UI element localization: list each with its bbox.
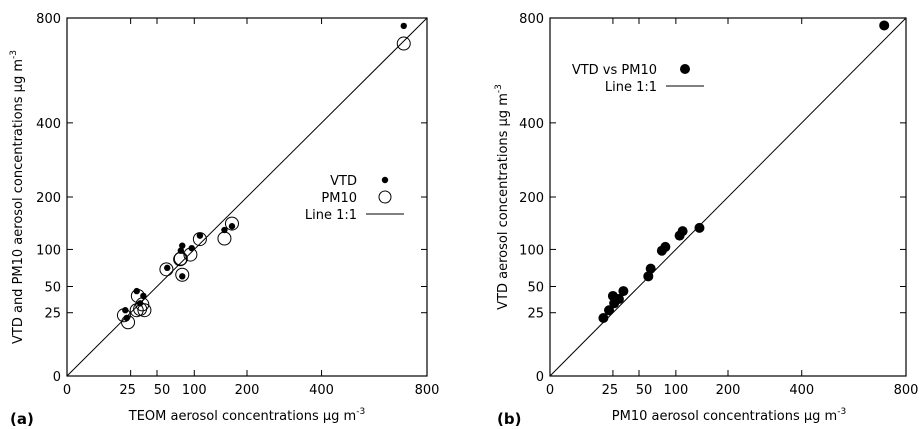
chart-b-ytick-label: 100 bbox=[519, 243, 544, 258]
chart-b-panel-label: (b) bbox=[497, 410, 521, 428]
chart-b-point-vtd-vs-pm10 bbox=[879, 20, 890, 31]
chart-b-point-vtd-vs-pm10 bbox=[645, 263, 656, 274]
chart-b-xtick-label: 400 bbox=[789, 383, 814, 398]
chart-a-point-pm10 bbox=[173, 251, 188, 266]
chart-b-point-vtd-vs-pm10 bbox=[598, 312, 609, 323]
chart-b-point-vtd-vs-pm10 bbox=[677, 226, 688, 237]
chart-b-xtick-label: 25 bbox=[602, 383, 619, 398]
chart-a-legend: VTD PM10 Line 1:1 bbox=[305, 174, 404, 223]
chart-b-point-vtd-vs-pm10 bbox=[604, 305, 615, 316]
legend-a-pm10-label: PM10 bbox=[321, 191, 357, 206]
chart-a-xtick-label: 50 bbox=[154, 383, 171, 398]
chart-a-point-pm10 bbox=[183, 247, 198, 262]
chart-a-ytick-label: 50 bbox=[44, 281, 61, 296]
chart-b-ytick-label: 0 bbox=[536, 370, 544, 385]
chart-a-point-pm10 bbox=[224, 216, 239, 231]
chart-a-point-vtd bbox=[228, 223, 236, 230]
chart-b-xtick-label: 0 bbox=[546, 383, 554, 398]
chart-a-point-vtd bbox=[400, 22, 407, 30]
chart-a-xtick-label: 100 bbox=[182, 383, 207, 398]
legend-a-line-label: Line 1:1 bbox=[305, 208, 357, 223]
chart-a-point-pm10 bbox=[121, 315, 136, 330]
chart-b-xtick-label: 800 bbox=[894, 383, 919, 398]
chart-a-ytick-label: 100 bbox=[36, 243, 61, 258]
chart-b: 0 25 50 100 200 400 800 0 25 50 100 200 400 800 PM10 … bbox=[494, 12, 918, 428]
legend-a-vtd-label: VTD bbox=[330, 174, 357, 189]
chart-a-point-pm10 bbox=[137, 303, 152, 318]
chart-b-xtick-label: 200 bbox=[716, 383, 741, 398]
chart-a-point-vtd bbox=[179, 242, 186, 249]
chart-b-ytick-label: 200 bbox=[519, 191, 544, 206]
chart-a-point-pm10 bbox=[175, 267, 190, 282]
chart-b-point-vtd-vs-pm10 bbox=[660, 241, 671, 252]
chart-a-point-pm10 bbox=[135, 297, 150, 312]
chart-b-series-line-1-1 bbox=[549, 17, 907, 377]
chart-b-ytick-label: 400 bbox=[519, 117, 544, 132]
chart-a-ylabel: VTD and PM10 aerosol concentrations µg m… bbox=[9, 50, 26, 344]
chart-a-series-line-1-1 bbox=[66, 17, 428, 377]
chart-b-ytick-label: 50 bbox=[527, 281, 544, 296]
chart-a-xtick-label: 400 bbox=[309, 383, 334, 398]
chart-a: 0 25 50 100 200 400 800 0 25 50 100 200 400 800 TEOM … bbox=[9, 12, 439, 428]
chart-b-point-vtd-vs-pm10 bbox=[643, 271, 654, 282]
chart-b-point-vtd-vs-pm10 bbox=[613, 294, 624, 305]
chart-a-point-pm10 bbox=[396, 36, 411, 51]
legend-b-vtd-marker bbox=[680, 64, 690, 74]
chart-a-xtick-label: 800 bbox=[415, 383, 440, 398]
chart-a-ticks: 0 25 50 100 200 400 800 0 25 50 100 200 400 800 bbox=[36, 12, 439, 398]
chart-b-ytick-label: 25 bbox=[527, 307, 544, 322]
chart-a-ytick-label: 800 bbox=[36, 12, 61, 27]
chart-b-ylabel: VTD aerosol concentrations µg m-3 bbox=[494, 84, 511, 310]
chart-a-point-vtd bbox=[221, 226, 228, 234]
chart-a-ytick-label: 0 bbox=[53, 370, 61, 385]
chart-b-ytick-label: 800 bbox=[519, 12, 544, 27]
chart-a-marks bbox=[66, 17, 428, 377]
chart-a-point-pm10 bbox=[159, 262, 174, 277]
chart-a-xtick-label: 25 bbox=[119, 383, 136, 398]
chart-a-point-vtd bbox=[196, 232, 204, 239]
chart-a-xtick-label: 200 bbox=[235, 383, 260, 398]
legend-a-vtd-marker bbox=[381, 176, 389, 184]
chart-b-legend: VTD vs PM10 Line 1:1 bbox=[572, 63, 704, 95]
chart-a-point-vtd bbox=[164, 264, 171, 272]
legend-a-pm10-marker bbox=[378, 190, 392, 204]
legend-b-vtd-label: VTD vs PM10 bbox=[572, 63, 657, 78]
chart-a-ytick-label: 25 bbox=[44, 307, 61, 322]
chart-a-point-pm10 bbox=[116, 308, 131, 323]
chart-b-xlabel: PM10 aerosol concentrations µg m-3 bbox=[612, 407, 846, 424]
chart-b-point-vtd-vs-pm10 bbox=[694, 222, 705, 233]
chart-b-marks bbox=[549, 17, 907, 377]
chart-a-ytick-label: 200 bbox=[36, 191, 61, 206]
chart-b-xtick-label: 50 bbox=[636, 383, 653, 398]
chart-b-point-vtd-vs-pm10 bbox=[618, 286, 629, 297]
chart-a-xtick-label: 0 bbox=[63, 383, 71, 398]
chart-a-point-pm10 bbox=[192, 232, 207, 247]
chart-a-panel-label: (a) bbox=[10, 410, 34, 428]
chart-b-xtick-label: 100 bbox=[663, 383, 688, 398]
chart-a-xlabel: TEOM aerosol concentrations µg m-3 bbox=[128, 407, 365, 424]
chart-a-ytick-label: 400 bbox=[36, 117, 61, 132]
chart-b-ticks: 0 25 50 100 200 400 800 0 25 50 100 200 400 800 bbox=[519, 12, 918, 398]
chart-a-point-vtd bbox=[179, 273, 186, 280]
legend-b-line-label: Line 1:1 bbox=[605, 80, 657, 95]
chart-a-point-pm10 bbox=[217, 231, 232, 246]
